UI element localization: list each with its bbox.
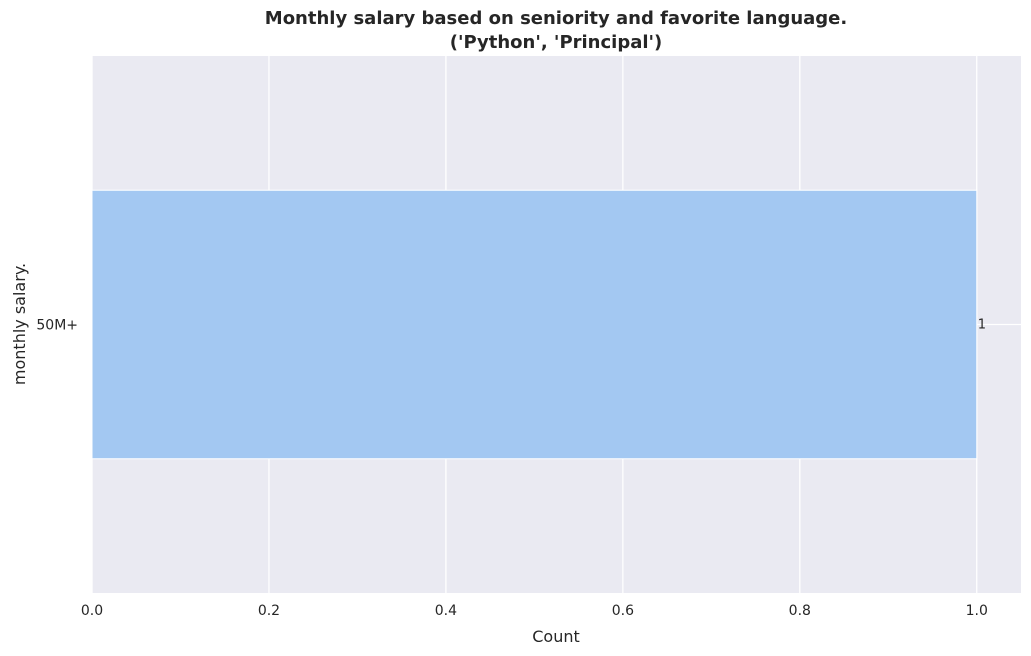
- bars: [91, 189, 978, 460]
- chart-title: Monthly salary based on seniority and fa…: [265, 8, 847, 29]
- data-label-0: 1: [978, 318, 986, 333]
- x-tick-label-3: 0.6: [612, 603, 634, 619]
- bar-0: [91, 189, 978, 460]
- x-tick-label-5: 1.0: [966, 603, 988, 619]
- x-tick-label-0: 0.0: [81, 603, 103, 619]
- x-axis-label: Count: [532, 627, 580, 646]
- y-axis-label: monthly salary.: [10, 263, 29, 385]
- chart-subtitle: ('Python', 'Principal'): [450, 32, 663, 53]
- data-labels: 1: [978, 318, 986, 333]
- x-tick-label-2: 0.4: [435, 603, 457, 619]
- x-tick-label-1: 0.2: [258, 603, 280, 619]
- x-tick-label-4: 0.8: [789, 603, 811, 619]
- x-axis-ticks: 0.0 0.2 0.4 0.6 0.8 1.0: [81, 603, 988, 619]
- y-axis-ticks: 50M+: [36, 318, 78, 334]
- y-tick-label-0: 50M+: [36, 318, 78, 334]
